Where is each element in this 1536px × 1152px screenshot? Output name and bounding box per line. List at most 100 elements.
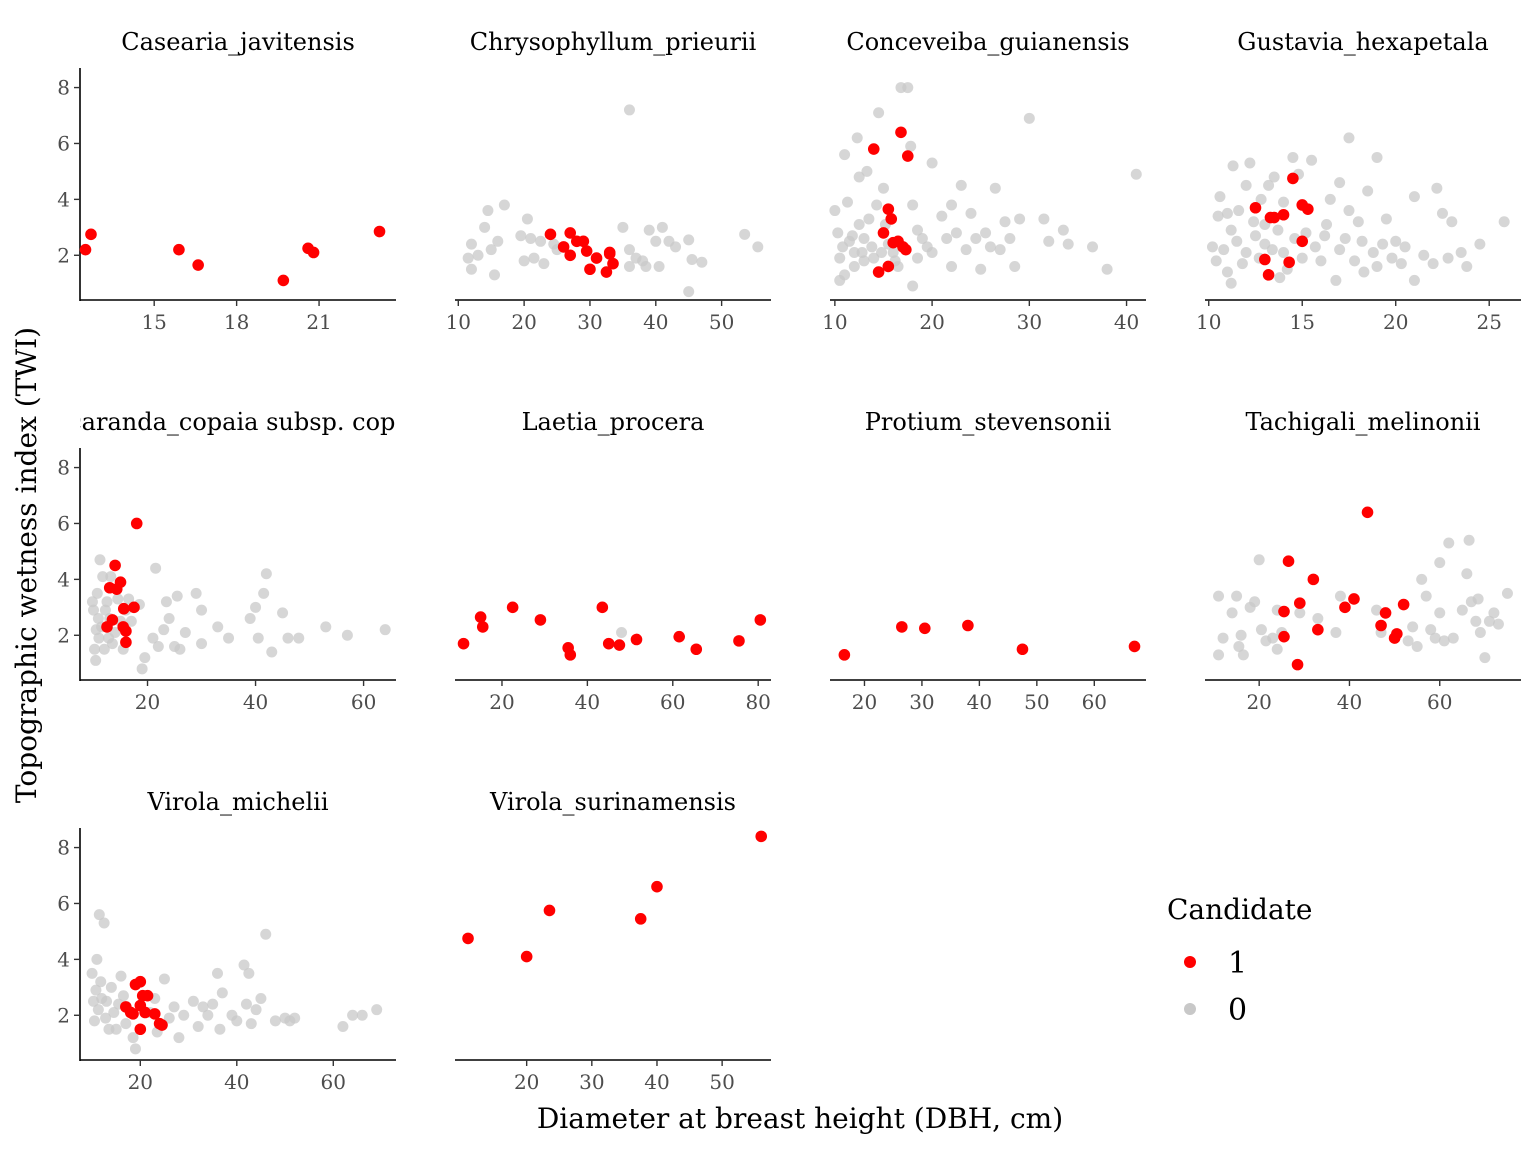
point-non-candidate bbox=[136, 663, 148, 675]
point-non-candidate bbox=[521, 213, 533, 225]
point-non-candidate bbox=[190, 587, 202, 599]
point-non-candidate bbox=[93, 632, 105, 644]
panel-title: Virola_surinamensis bbox=[489, 788, 736, 816]
point-non-candidate bbox=[91, 587, 103, 599]
point-non-candidate bbox=[525, 233, 537, 245]
point-candidate bbox=[1278, 605, 1290, 618]
point-non-candidate bbox=[1226, 607, 1238, 619]
point-non-candidate bbox=[1312, 613, 1324, 625]
point-candidate bbox=[130, 517, 143, 530]
point-non-candidate bbox=[887, 246, 899, 258]
point-candidate bbox=[544, 228, 557, 241]
point-non-candidate bbox=[1402, 635, 1414, 647]
panel: Gustavia_hexapetala 10 15 20 25 bbox=[1196, 28, 1521, 334]
y-tick-label: 2 bbox=[57, 623, 70, 647]
point-non-candidate bbox=[1218, 244, 1230, 256]
point-non-candidate bbox=[1349, 255, 1361, 267]
point-non-candidate bbox=[282, 632, 294, 644]
point-candidate bbox=[476, 621, 489, 633]
point-non-candidate bbox=[1274, 272, 1286, 284]
point-candidate bbox=[543, 904, 556, 917]
point-non-candidate bbox=[202, 1009, 214, 1021]
point-non-candidate bbox=[1240, 179, 1252, 191]
point-candidate bbox=[1361, 506, 1374, 519]
point-candidate bbox=[882, 260, 895, 273]
point-candidate bbox=[139, 1006, 151, 1019]
point-non-candidate bbox=[1213, 649, 1225, 661]
point-non-candidate bbox=[1479, 652, 1491, 664]
point-candidate bbox=[895, 126, 907, 139]
point-non-candidate bbox=[250, 1004, 262, 1016]
point-non-candidate bbox=[173, 1032, 185, 1044]
point-non-candidate bbox=[1443, 537, 1455, 549]
point-non-candidate bbox=[1237, 649, 1249, 661]
point-non-candidate bbox=[252, 632, 264, 644]
point-non-candidate bbox=[623, 244, 635, 256]
point-non-candidate bbox=[1492, 618, 1504, 630]
point-non-candidate bbox=[1244, 157, 1256, 169]
point-non-candidate bbox=[1456, 604, 1468, 616]
point-non-candidate bbox=[643, 224, 655, 236]
point-non-candidate bbox=[1434, 557, 1446, 569]
point-non-candidate bbox=[650, 235, 662, 247]
point-non-candidate bbox=[752, 241, 764, 253]
point-non-candidate bbox=[1463, 534, 1475, 546]
point-non-candidate bbox=[515, 230, 527, 242]
panel-title: Protium_stevensonii bbox=[865, 408, 1112, 436]
point-non-candidate bbox=[127, 1032, 139, 1044]
point-non-candidate bbox=[99, 604, 111, 616]
point-candidate bbox=[1249, 201, 1262, 214]
point-non-candidate bbox=[89, 643, 101, 655]
point-non-candidate bbox=[1249, 596, 1261, 608]
point-candidate bbox=[838, 649, 851, 661]
point-non-candidate bbox=[1434, 607, 1446, 619]
point-non-candidate bbox=[858, 233, 870, 245]
legend-title: Candidate bbox=[1167, 893, 1312, 926]
point-non-candidate bbox=[1233, 205, 1245, 217]
point-candidate bbox=[1287, 172, 1299, 185]
point-non-candidate bbox=[832, 227, 844, 239]
x-tick-label: 40 bbox=[967, 690, 992, 714]
x-tick-label: 60 bbox=[351, 690, 376, 714]
legend-label-other: 0 bbox=[1228, 993, 1247, 1028]
point-non-candidate bbox=[260, 928, 272, 940]
point-non-candidate bbox=[293, 632, 305, 644]
point-non-candidate bbox=[1371, 260, 1383, 272]
x-tick-label: 15 bbox=[141, 310, 166, 334]
point-candidate bbox=[1262, 269, 1275, 281]
point-non-candidate bbox=[1362, 185, 1374, 197]
point-candidate bbox=[600, 266, 613, 278]
point-candidate bbox=[1283, 256, 1295, 269]
point-non-candidate bbox=[1470, 615, 1482, 627]
point-candidate bbox=[1397, 598, 1410, 611]
point-non-candidate bbox=[479, 221, 491, 233]
point-candidate bbox=[1128, 640, 1141, 653]
point-non-candidate bbox=[1380, 213, 1392, 225]
point-non-candidate bbox=[1225, 277, 1237, 289]
point-non-candidate bbox=[656, 221, 668, 233]
legend: Candidate 1 0 bbox=[1167, 893, 1312, 1028]
point-candidate bbox=[882, 203, 895, 215]
point-candidate bbox=[1339, 601, 1351, 614]
point-non-candidate bbox=[112, 593, 124, 605]
point-non-candidate bbox=[1442, 252, 1454, 264]
point-non-candidate bbox=[1227, 160, 1239, 172]
point-non-candidate bbox=[994, 244, 1006, 256]
point-non-candidate bbox=[1438, 635, 1450, 647]
y-tick-label: 6 bbox=[57, 891, 70, 915]
point-non-candidate bbox=[1356, 235, 1368, 247]
point-candidate bbox=[373, 225, 386, 238]
point-non-candidate bbox=[1014, 213, 1026, 225]
x-tick-label: 20 bbox=[1246, 690, 1271, 714]
point-non-candidate bbox=[1461, 260, 1473, 272]
panel-title: Virola_michelii bbox=[146, 788, 328, 816]
point-non-candidate bbox=[1255, 624, 1267, 636]
point-non-candidate bbox=[907, 199, 919, 211]
point-non-candidate bbox=[1427, 258, 1439, 270]
point-non-candidate bbox=[984, 241, 996, 253]
x-tick-label: 50 bbox=[709, 1070, 734, 1094]
point-non-candidate bbox=[739, 228, 751, 240]
point-non-candidate bbox=[853, 171, 865, 183]
point-candidate bbox=[117, 602, 130, 615]
point-candidate bbox=[630, 633, 643, 646]
